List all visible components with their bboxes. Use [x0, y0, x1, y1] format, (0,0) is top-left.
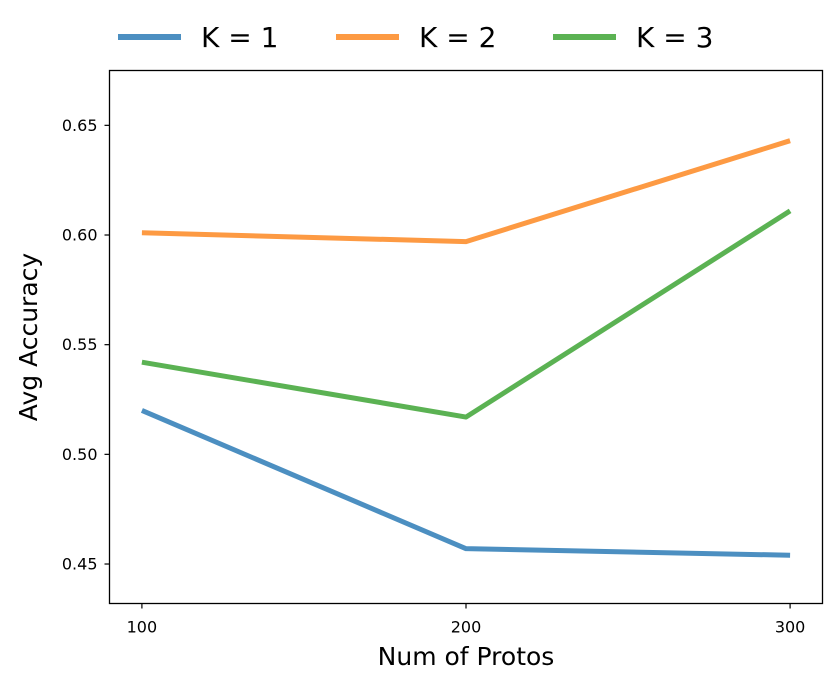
- y-axis-label: Avg Accuracy: [14, 253, 43, 422]
- x-tick-label: 300: [775, 618, 806, 637]
- legend-label-k3: K = 3: [636, 21, 713, 54]
- y-tick-label: 0.65: [62, 116, 98, 135]
- series-layer: [140, 138, 792, 558]
- series-line-2: [141, 138, 791, 245]
- plot-area-frame: [108, 69, 824, 605]
- legend-label-k1: K = 1: [201, 21, 278, 54]
- y-tick-label: 0.50: [62, 445, 98, 464]
- y-tick-label: 0.60: [62, 226, 98, 245]
- axis-ticks: 100 200 300 0.45 0.50 0.55 0.60 0.65: [62, 116, 805, 637]
- series-line-1: [140, 408, 791, 558]
- legend-label-k2: K = 2: [419, 21, 496, 54]
- series-line-3: [141, 208, 792, 420]
- legend: K = 1 K = 2 K = 3: [118, 21, 713, 54]
- y-tick-label: 0.45: [62, 555, 98, 574]
- x-tick-label: 200: [451, 618, 482, 637]
- x-tick-label: 100: [127, 618, 158, 637]
- y-tick-label: 0.55: [62, 335, 98, 354]
- x-axis-label: Num of Protos: [378, 642, 555, 671]
